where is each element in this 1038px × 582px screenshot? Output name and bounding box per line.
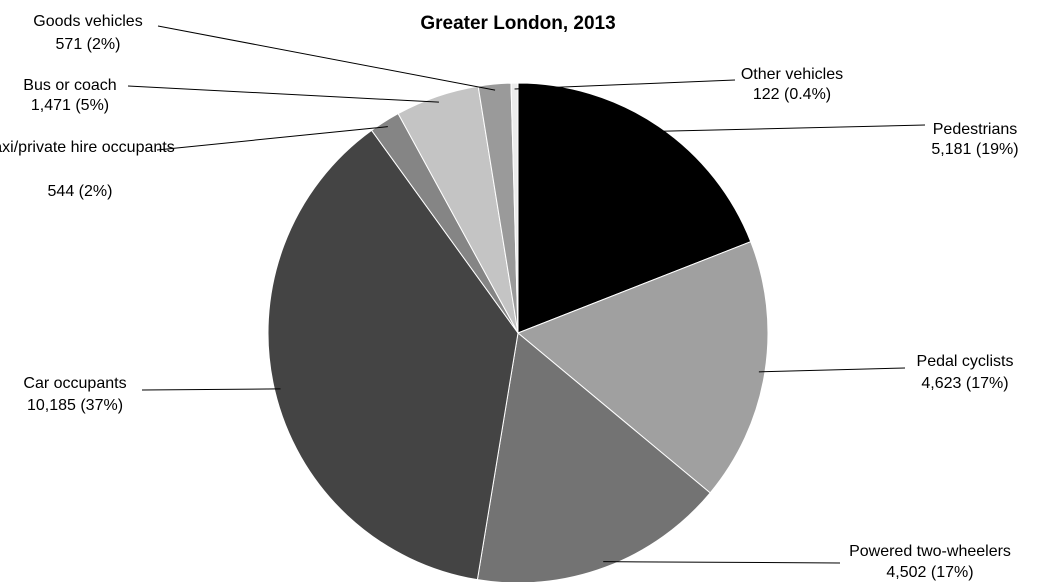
value-label: 4,502 (17%) xyxy=(886,564,973,581)
slice-label: Pedal cyclists xyxy=(917,353,1014,370)
pie-slice xyxy=(510,82,519,334)
slice-label: Powered two-wheelers xyxy=(849,543,1011,560)
value-label: 10,185 (37%) xyxy=(27,397,123,414)
leader-line xyxy=(655,124,926,132)
value-label: 1,471 (5%) xyxy=(31,97,109,114)
slice-label: Goods vehicles xyxy=(33,13,142,30)
slice-label: Taxi/private hire occupants xyxy=(0,139,175,156)
leader-line xyxy=(127,85,439,103)
value-label: 5,181 (19%) xyxy=(931,141,1018,158)
leader-line xyxy=(141,388,281,391)
value-label: 544 (2%) xyxy=(48,183,113,200)
slice-label: Pedestrians xyxy=(933,121,1018,138)
slice-label: Car occupants xyxy=(23,375,126,392)
value-label: 4,623 (17%) xyxy=(921,375,1008,392)
value-label: 571 (2%) xyxy=(56,36,121,53)
pie-slice xyxy=(517,82,752,334)
pie-slice xyxy=(517,241,769,494)
leader-line xyxy=(156,126,388,151)
slice-label: Other vehicles xyxy=(741,66,843,83)
leader-line xyxy=(157,25,496,91)
leader-line xyxy=(514,79,736,90)
leader-line xyxy=(603,561,841,564)
slice-label: Bus or coach xyxy=(23,77,116,94)
chart-title: Greater London, 2013 xyxy=(420,13,615,34)
pie-slice xyxy=(476,332,711,582)
leader-line xyxy=(758,367,906,373)
value-label: 122 (0.4%) xyxy=(753,86,831,103)
pie-slice xyxy=(267,129,519,581)
